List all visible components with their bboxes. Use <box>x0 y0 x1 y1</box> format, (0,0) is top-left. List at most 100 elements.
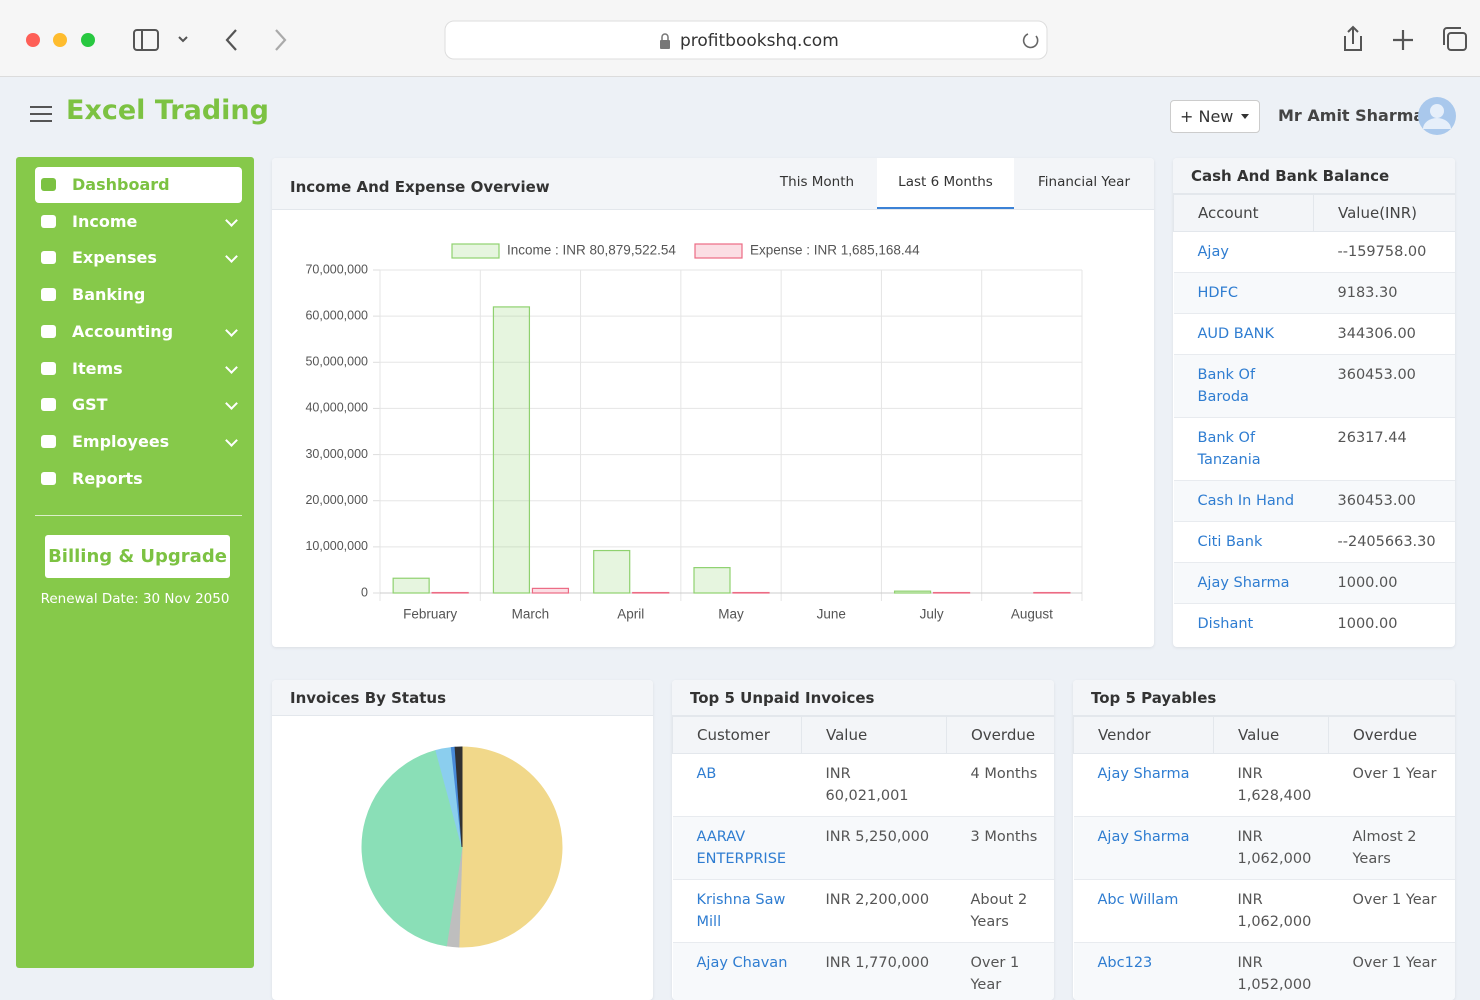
chevron <box>225 214 238 227</box>
cell: 26317.44 <box>1314 418 1456 481</box>
link-cell[interactable]: Citi Bank <box>1174 522 1314 563</box>
menu-toggle[interactable] <box>28 104 56 124</box>
table-row: ABINR 60,021,0014 Months <box>673 754 1055 817</box>
card-title: Invoices By Status <box>290 689 446 707</box>
forward-button[interactable] <box>276 30 285 50</box>
link-cell[interactable]: Bank Of Tanzania <box>1174 418 1314 481</box>
menu-icon <box>41 362 56 375</box>
link-cell[interactable]: AUD BANK <box>1174 314 1314 355</box>
back-button[interactable] <box>227 30 236 50</box>
menu-label: GST <box>72 395 108 414</box>
tab[interactable]: This Month <box>762 158 872 209</box>
link-cell[interactable]: Ajay Sharma <box>1074 817 1214 880</box>
link-cell[interactable]: Cash In Hand <box>1174 481 1314 522</box>
dropdown[interactable] <box>179 37 187 41</box>
minimize-button[interactable] <box>53 33 67 47</box>
table-row: Dishant1000.00 <box>1174 604 1456 645</box>
billing-button[interactable]: Billing & Upgrade <box>45 535 230 578</box>
menu-label: Banking <box>72 285 145 304</box>
link-cell[interactable]: Ajay <box>1174 232 1314 273</box>
menu-item[interactable]: Expenses <box>35 240 242 276</box>
table-row: Ajay ChavanINR 1,770,000Over 1 Year <box>673 943 1055 1000</box>
link-cell[interactable]: Ajay Chavan <box>673 943 802 1000</box>
menu-item[interactable]: Banking <box>35 277 242 313</box>
avatar[interactable] <box>1417 96 1457 136</box>
tab[interactable]: Last 6 Months <box>877 158 1014 209</box>
column-header: Customer <box>673 717 802 754</box>
column-header: Vendor <box>1074 717 1214 754</box>
card-header: Top 5 Unpaid Invoices <box>672 680 1054 716</box>
menu-item[interactable]: GST <box>35 387 242 423</box>
new-tab-button[interactable] <box>1393 30 1413 50</box>
bar-chart: 010,000,00020,000,00030,000,00040,000,00… <box>272 210 1154 647</box>
cell: INR 60,021,001 <box>802 754 947 817</box>
card-title: Cash And Bank Balance <box>1191 167 1389 185</box>
menu-item[interactable]: Income <box>35 204 242 240</box>
x-tick-label: June <box>817 607 846 622</box>
data-table: VendorValueOverdueAjay SharmaINR 1,628,4… <box>1073 716 1455 1000</box>
y-tick-label: 10,000,000 <box>305 539 368 553</box>
cell: 360453.00 <box>1314 355 1456 418</box>
tabs-button[interactable] <box>1448 33 1466 50</box>
link-cell[interactable]: AARAV ENTERPRISE <box>673 817 802 880</box>
cell: Over 1 Year <box>1329 880 1456 943</box>
menu-icon <box>41 398 56 411</box>
cell: --2405663.30 <box>1314 522 1456 563</box>
link-cell[interactable]: Ajay Sharma <box>1174 563 1314 604</box>
zoom-button[interactable] <box>81 33 95 47</box>
menu-item[interactable]: Accounting <box>35 314 242 350</box>
cell: --159758.00 <box>1314 232 1456 273</box>
link-cell[interactable]: HDFC <box>1174 273 1314 314</box>
menu-label: Items <box>72 359 123 378</box>
tab[interactable]: Financial Year <box>1014 158 1154 209</box>
link-cell[interactable]: Dishant <box>1174 604 1314 645</box>
link-cell[interactable]: Abc Willam <box>1074 880 1214 943</box>
cell: INR 1,628,400 <box>1214 754 1329 817</box>
menu-item[interactable]: Items <box>35 351 242 387</box>
link-cell[interactable]: Bank Of Baroda <box>1174 355 1314 418</box>
new-button[interactable]: + New <box>1170 100 1260 133</box>
cell: 9183.30 <box>1314 273 1456 314</box>
x-tick-label: May <box>718 607 744 622</box>
menu-icon <box>41 472 56 485</box>
data-table: AccountValue(INR)Ajay--159758.00HDFC9183… <box>1173 194 1455 644</box>
table-row: Ajay Sharma1000.00 <box>1174 563 1456 604</box>
link-cell[interactable]: Ajay Sharma <box>1074 754 1214 817</box>
cell: 360453.00 <box>1314 481 1456 522</box>
chevron <box>225 251 238 264</box>
menu-item[interactable]: Reports <box>35 461 242 497</box>
menu-label: Expenses <box>72 248 157 267</box>
close-button[interactable] <box>26 33 40 47</box>
cell: INR 2,200,000 <box>802 880 947 943</box>
table-row: HDFC9183.30 <box>1174 273 1456 314</box>
menu-icon <box>41 435 56 448</box>
link-cell[interactable]: Abc123 <box>1074 943 1214 1000</box>
cell: 1000.00 <box>1314 604 1456 645</box>
bank-card: Cash And Bank Balance AccountValue(INR)Aj… <box>1173 158 1455 647</box>
payables-card: Top 5 PayablesVendorValueOverdueAjay Sha… <box>1073 680 1455 1000</box>
column-header: Overdue <box>1329 717 1456 754</box>
link-cell[interactable]: Krishna Saw Mill <box>673 880 802 943</box>
x-tick-label: February <box>403 607 457 622</box>
column-header: Value(INR) <box>1314 195 1456 232</box>
y-tick-label: 60,000,000 <box>305 308 368 322</box>
menu-item[interactable]: Dashboard <box>35 167 242 203</box>
cell: 1000.00 <box>1314 563 1456 604</box>
share-button[interactable] <box>1345 27 1361 50</box>
menu-icon <box>41 178 56 191</box>
cell: INR 1,770,000 <box>802 943 947 1000</box>
sidebar-toggle[interactable] <box>134 30 158 50</box>
link-cell[interactable]: AB <box>673 754 802 817</box>
cell: INR 1,062,000 <box>1214 817 1329 880</box>
chevron <box>225 324 238 337</box>
menu-label: Accounting <box>72 322 173 341</box>
table-row: Bank Of Tanzania26317.44 <box>1174 418 1456 481</box>
overview-card: Income And Expense OverviewThis MonthLas… <box>272 158 1154 647</box>
user-name[interactable]: Mr Amit Sharma <box>1278 106 1424 125</box>
x-tick-label: August <box>1011 607 1053 622</box>
data-table: CustomerValueOverdueABINR 60,021,0014 Mo… <box>672 716 1054 1000</box>
menu-icon <box>41 325 56 338</box>
renewal-date: Renewal Date: 30 Nov 2050 <box>16 591 254 607</box>
menu-item[interactable]: Employees <box>35 424 242 460</box>
